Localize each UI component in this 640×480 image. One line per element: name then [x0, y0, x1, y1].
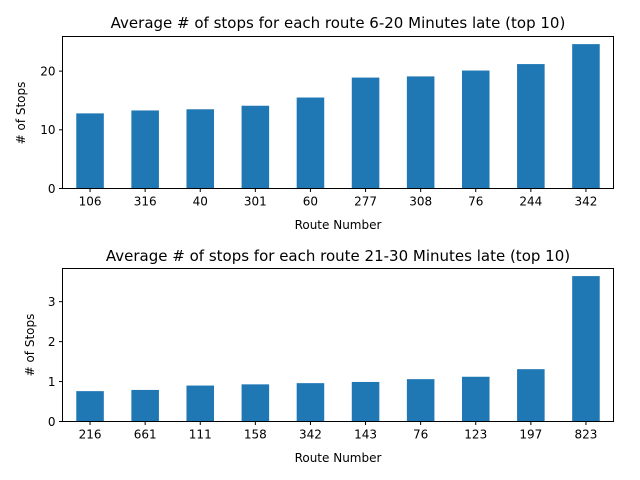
chart-top-yticks: 0 10 20	[40, 64, 63, 196]
chart-top-ytick-label: 0	[48, 182, 56, 196]
chart-top-bar-308	[406, 76, 435, 189]
chart-bottom-bar-342	[296, 383, 325, 422]
chart-bottom-xtick-label: 216	[79, 428, 102, 442]
chart-top-xtick-label: 76	[468, 195, 483, 209]
chart-top-bar-40	[186, 109, 215, 189]
chart-bottom-xtick-label: 143	[354, 428, 377, 442]
chart-top-ytick-label: 10	[40, 123, 55, 137]
chart-bottom-bar-216	[76, 391, 104, 422]
chart-top-xticks: 106 316 40 301 60 277 308 76 244 342	[79, 188, 597, 209]
chart-top-frame	[62, 36, 614, 189]
chart-bottom: Average # of stops for each route 21-30 …	[23, 247, 614, 465]
chart-top-bar-316	[131, 110, 159, 189]
chart-top-bar-301	[241, 105, 270, 189]
chart-top-bar-244	[517, 64, 545, 189]
chart-top-xtick-label: 342	[574, 195, 597, 209]
chart-top-xtick-label: 308	[409, 195, 432, 209]
chart-bottom-bar-158	[241, 384, 270, 422]
chart-top-bar-60	[296, 97, 325, 189]
chart-bottom-bar-823	[572, 276, 600, 422]
chart-bottom-xtick-label: 123	[464, 428, 487, 442]
chart-top-bars	[76, 44, 600, 189]
chart-bottom-bar-111	[186, 385, 215, 422]
chart-bottom-bar-76	[406, 379, 435, 422]
chart-bottom-bar-123	[461, 376, 490, 422]
chart-bottom-xlabel: Route Number	[295, 451, 382, 465]
chart-bottom-ytick-label: 2	[48, 335, 56, 349]
chart-top-xtick-label: 106	[79, 195, 102, 209]
chart-bottom-xticks: 216 661 111 158 342 143 76 123 197 823	[79, 421, 597, 442]
chart-top-xtick-label: 316	[134, 195, 157, 209]
chart-top-bar-277	[351, 77, 380, 189]
chart-bottom-xtick-label: 661	[134, 428, 157, 442]
chart-bottom-bar-143	[351, 381, 380, 422]
chart-top-title: Average # of stops for each route 6-20 M…	[111, 14, 566, 32]
chart-top-bar-342	[572, 44, 600, 189]
chart-top-xlabel: Route Number	[295, 218, 382, 232]
chart-top-bar-76	[461, 70, 490, 189]
chart-top-bar-106	[76, 113, 104, 189]
chart-bottom-ylabel: # of Stops	[23, 314, 37, 377]
chart-top-xtick-label: 244	[519, 195, 542, 209]
chart-bottom-xtick-label: 823	[574, 428, 597, 442]
chart-top-xtick-label: 277	[354, 195, 377, 209]
chart-bottom-xtick-label: 158	[244, 428, 267, 442]
chart-bottom-bar-197	[517, 369, 545, 422]
chart-bottom-ytick-label: 1	[48, 375, 56, 389]
chart-top-xtick-label: 301	[244, 195, 267, 209]
chart-bottom-bars	[76, 276, 600, 422]
chart-bottom-ytick-label: 3	[48, 295, 56, 309]
chart-bottom-frame	[62, 268, 614, 422]
chart-bottom-bar-661	[131, 389, 159, 422]
chart-top-xtick-label: 40	[193, 195, 208, 209]
chart-top: Average # of stops for each route 6-20 M…	[14, 14, 614, 232]
chart-bottom-yticks: 0 1 2 3	[48, 295, 63, 429]
chart-bottom-xtick-label: 342	[299, 428, 322, 442]
chart-bottom-xtick-label: 111	[189, 428, 212, 442]
chart-top-xtick-label: 60	[303, 195, 318, 209]
chart-bottom-ytick-label: 0	[48, 415, 56, 429]
chart-top-ytick-label: 20	[40, 64, 55, 78]
chart-top-ylabel: # of Stops	[14, 82, 28, 145]
chart-bottom-xtick-label: 76	[413, 428, 428, 442]
chart-bottom-title: Average # of stops for each route 21-30 …	[106, 247, 570, 265]
chart-bottom-xtick-label: 197	[519, 428, 542, 442]
